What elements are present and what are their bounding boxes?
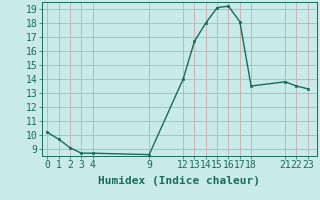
X-axis label: Humidex (Indice chaleur): Humidex (Indice chaleur) — [98, 176, 260, 186]
